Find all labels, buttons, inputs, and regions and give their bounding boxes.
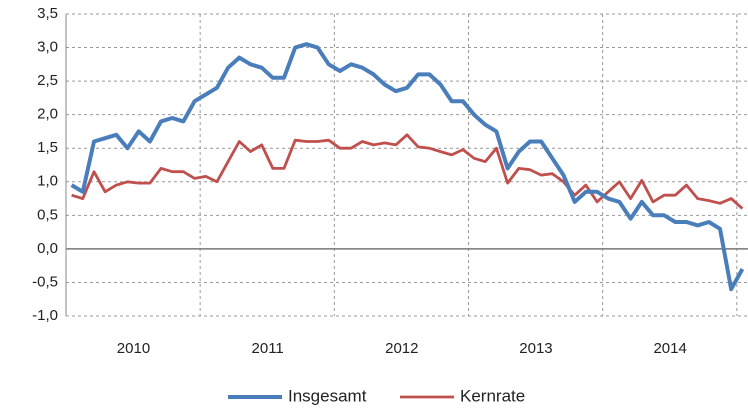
y-tick-label: 0,5 [37, 206, 58, 223]
y-tick-label: 3,0 [37, 39, 58, 56]
y-tick-label: 0,0 [37, 240, 58, 257]
legend-label: Kernrate [460, 386, 525, 405]
y-tick-label: 3,5 [37, 5, 58, 22]
x-tick-label: 2014 [653, 340, 686, 357]
y-tick-label: -1,0 [32, 307, 58, 324]
y-tick-label: 2,0 [37, 106, 58, 123]
y-tick-label: -0,5 [32, 273, 58, 290]
y-tick-label: 1,0 [37, 173, 58, 190]
series-line [70, 42, 745, 292]
y-tick-label: 1,5 [37, 139, 58, 156]
x-tick-label: 2010 [117, 340, 150, 357]
y-tick-label: 2,5 [37, 72, 58, 89]
x-tick-label: 2013 [519, 340, 552, 357]
series-line [71, 133, 744, 210]
x-tick-label: 2011 [252, 340, 284, 357]
legend-label: Insgesamt [288, 386, 367, 405]
x-tick-label: 2012 [385, 340, 418, 357]
